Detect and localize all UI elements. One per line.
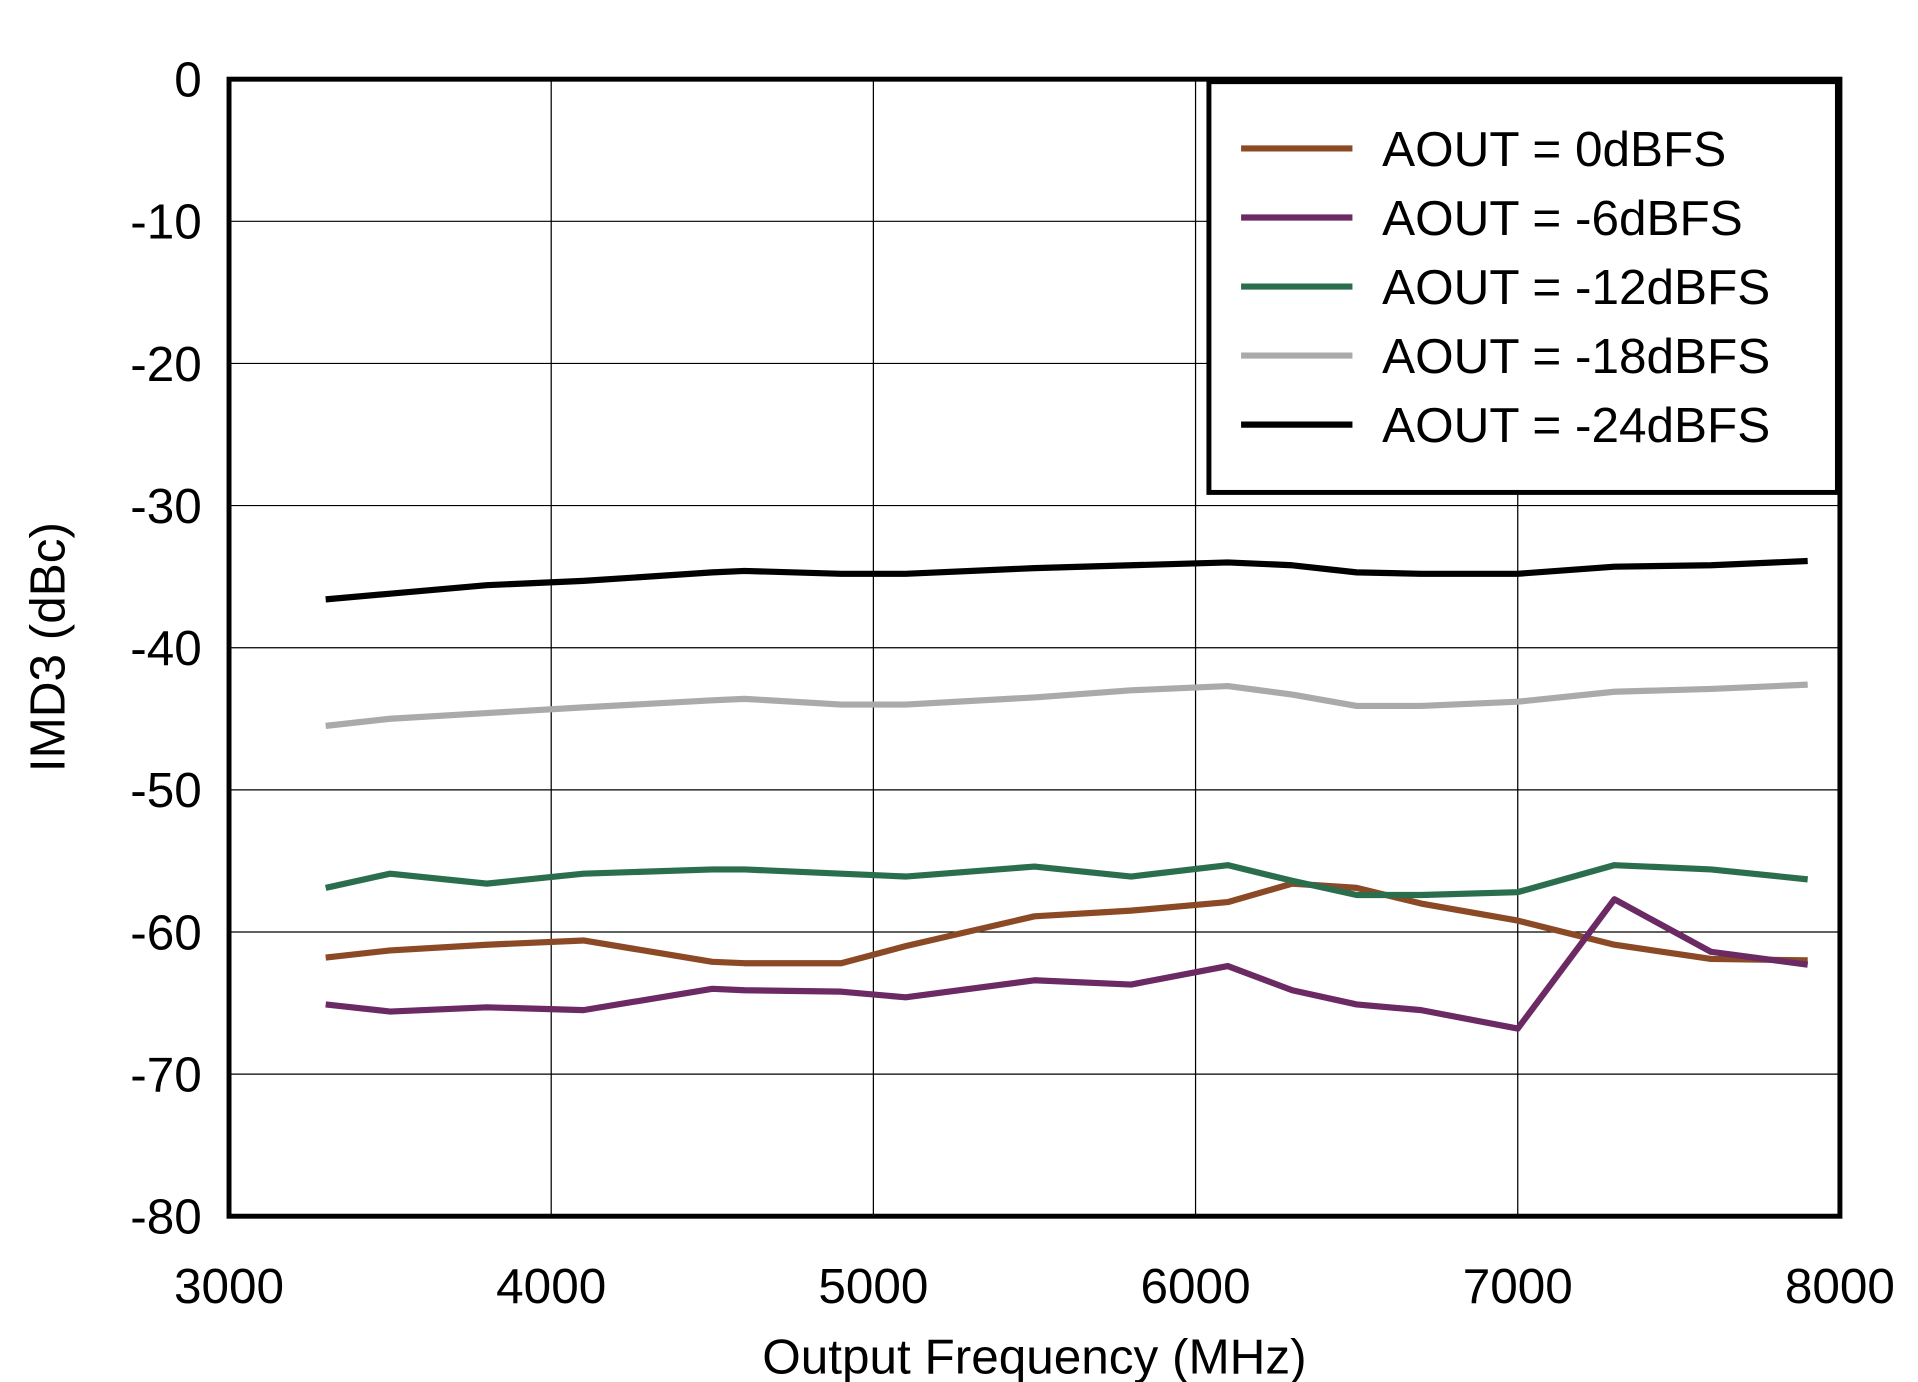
x-tick-label: 5000 <box>818 1259 928 1314</box>
y-tick-label: -40 <box>130 621 202 676</box>
x-tick-label: 3000 <box>174 1259 284 1314</box>
y-tick-label: -70 <box>130 1047 202 1102</box>
legend-label: AOUT = -6dBFS <box>1382 191 1743 246</box>
x-tick-label: 7000 <box>1463 1259 1573 1314</box>
legend-label: AOUT = -24dBFS <box>1382 398 1770 453</box>
x-axis-title: Output Frequency (MHz) <box>762 1329 1306 1382</box>
y-tick-label: -20 <box>130 337 202 392</box>
y-axis-title: IMD3 (dBc) <box>20 522 75 772</box>
series-line <box>325 896 1809 1032</box>
legend: AOUT = 0dBFS AOUT = -6dBFS AOUT = -12dBFS A… <box>1206 79 1840 495</box>
legend-label: AOUT = 0dBFS <box>1382 122 1726 177</box>
plot-frame <box>226 76 1843 1219</box>
y-tick-label: 0 <box>174 53 202 108</box>
series-line <box>325 862 1809 899</box>
y-tick-label: -60 <box>130 905 202 960</box>
x-tick-label: 6000 <box>1141 1259 1251 1314</box>
x-tick-label: 4000 <box>496 1259 606 1314</box>
y-tick-label: -30 <box>130 479 202 534</box>
legend-label: AOUT = -12dBFS <box>1382 260 1770 315</box>
series-line <box>325 681 1808 729</box>
y-tick-label: -50 <box>130 763 202 818</box>
legend-label: AOUT = -18dBFS <box>1382 329 1770 384</box>
series-line <box>325 557 1808 603</box>
y-tick-label: -80 <box>130 1190 202 1245</box>
series-line <box>325 880 1808 967</box>
x-tick-label: 8000 <box>1785 1259 1895 1314</box>
y-tick-label: -10 <box>130 195 202 250</box>
